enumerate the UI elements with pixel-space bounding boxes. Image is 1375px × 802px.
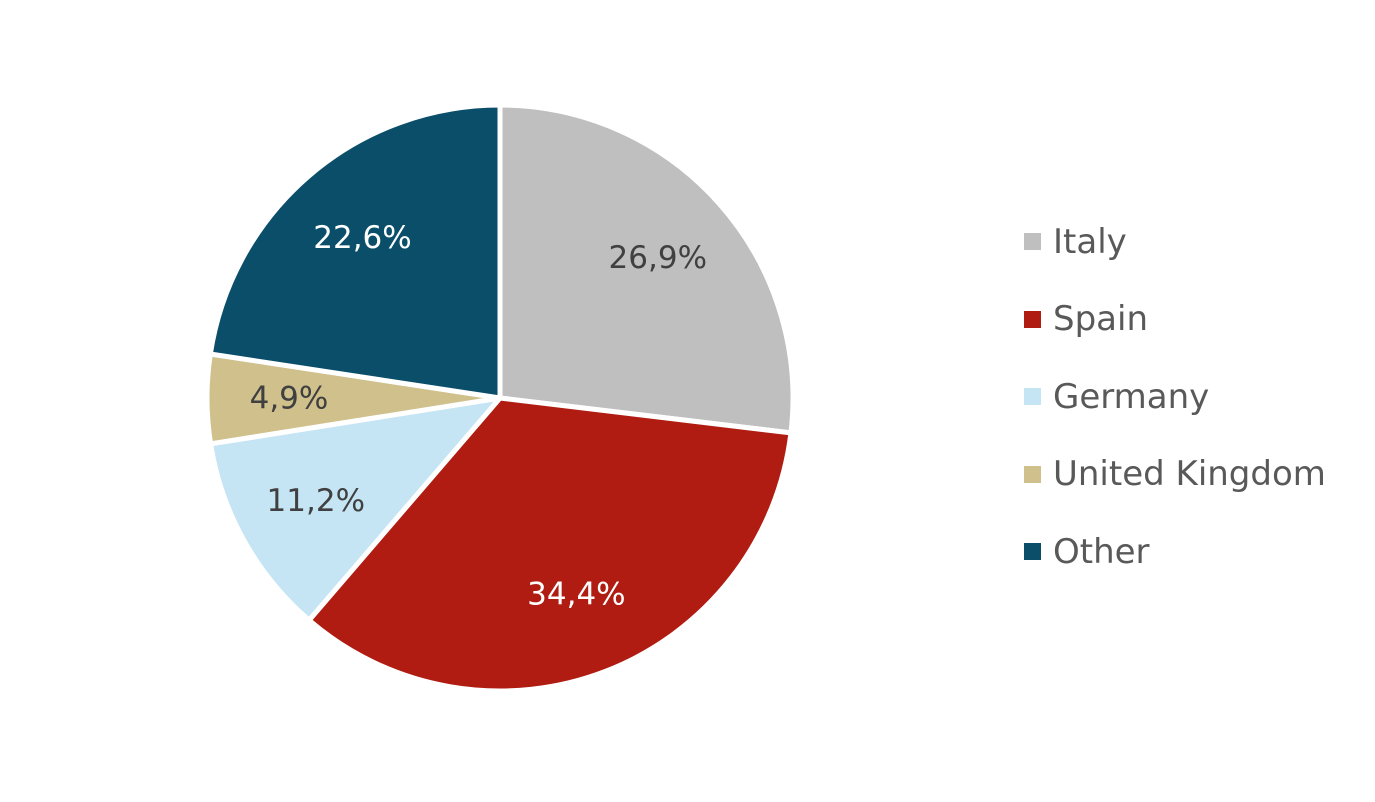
- pie-slice-spain: [306, 395, 794, 694]
- legend-swatch-united-kingdom: [1024, 465, 1041, 483]
- data-label-spain: 34,4%: [527, 577, 625, 613]
- data-label-italy: 26,9%: [609, 240, 707, 276]
- legend-label-italy: Italy: [1053, 221, 1127, 262]
- legend-label-spain: Spain: [1053, 299, 1148, 339]
- legend-item-spain: Spain: [1024, 296, 1326, 343]
- legend-swatch-italy: [1024, 233, 1041, 250]
- data-label-united-kingdom: 4,9%: [250, 381, 329, 417]
- pie-slice-germany: [208, 395, 503, 623]
- legend: Italy Spain Germany United Kingdom Other: [1024, 218, 1326, 606]
- legend-item-other: Other: [1024, 528, 1326, 575]
- legend-swatch-other: [1024, 543, 1041, 560]
- legend-swatch-germany: [1024, 388, 1041, 405]
- pie-slices: [204, 102, 796, 694]
- legend-swatch-spain: [1024, 310, 1041, 328]
- legend-item-united-kingdom: United Kingdom: [1024, 451, 1326, 498]
- legend-label-united-kingdom: United Kingdom: [1053, 454, 1326, 494]
- pie-data-labels: 26,9% 34,4% 11,2% 4,9% 22,6%: [250, 220, 707, 613]
- pie-slice-other: [207, 102, 503, 401]
- pie-slice-italy: [497, 102, 796, 436]
- data-label-germany: 11,2%: [267, 483, 365, 519]
- legend-item-italy: Italy: [1024, 218, 1326, 265]
- legend-item-germany: Germany: [1024, 373, 1326, 420]
- data-label-other: 22,6%: [313, 220, 411, 256]
- legend-label-other: Other: [1053, 531, 1150, 572]
- legend-label-germany: Germany: [1053, 376, 1210, 417]
